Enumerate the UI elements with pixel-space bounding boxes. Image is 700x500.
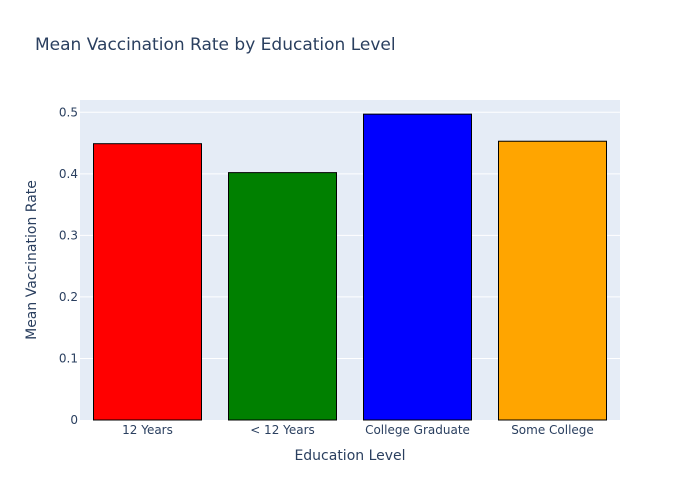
y-tick-label: 0.4 — [59, 167, 78, 181]
x-tick-label: College Graduate — [365, 423, 470, 437]
y-tick-label: 0.1 — [59, 351, 78, 365]
x-tick-label: Some College — [511, 423, 594, 437]
y-axis-ticks: 0 0.1 0.2 0.3 0.4 0.5 — [59, 105, 78, 427]
y-tick-label: 0 — [70, 413, 78, 427]
chart-title: Mean Vaccination Rate by Education Level — [35, 35, 396, 55]
x-tick-label: < 12 Years — [250, 423, 315, 437]
bar — [93, 143, 202, 421]
bar — [498, 140, 607, 421]
x-tick-label: 12 Years — [122, 423, 173, 437]
y-tick-label: 0.3 — [59, 228, 78, 242]
x-axis-title: Education Level — [294, 448, 405, 464]
y-tick-label: 0.2 — [59, 290, 78, 304]
x-axis-ticks: 12 Years < 12 Years College Graduate Some C… — [122, 423, 594, 437]
y-axis-title: Mean Vaccination Rate — [24, 180, 40, 340]
y-tick-label: 0.5 — [59, 105, 78, 119]
bar — [228, 172, 337, 421]
bars-group — [93, 113, 607, 421]
bar — [363, 113, 472, 421]
